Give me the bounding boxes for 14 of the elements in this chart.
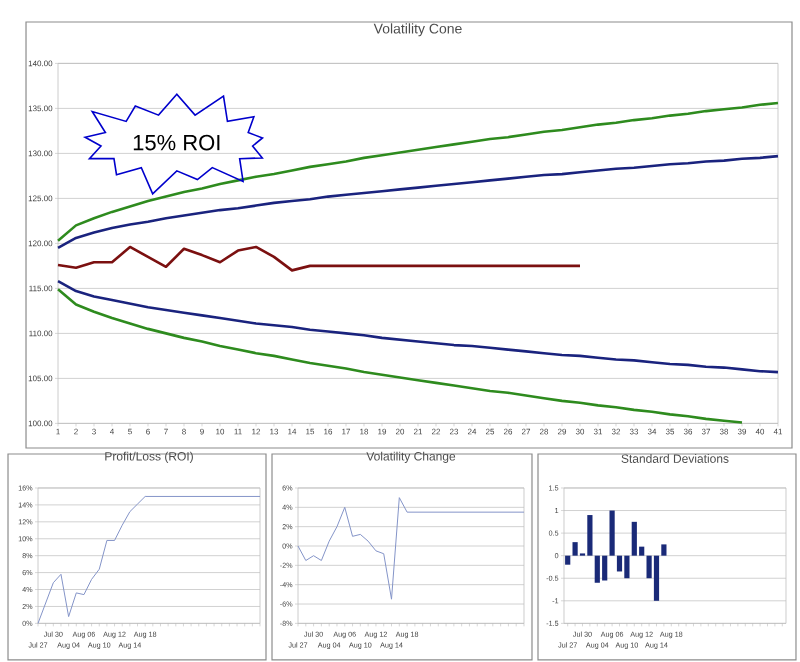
bar <box>587 515 593 556</box>
bar <box>594 555 600 583</box>
annotation: 15% ROI <box>133 134 220 151</box>
bar <box>609 510 615 556</box>
bar <box>624 555 630 579</box>
bar <box>616 555 623 572</box>
bar <box>661 544 667 556</box>
line-series <box>56 154 780 250</box>
bar <box>572 542 578 556</box>
bar <box>653 555 660 601</box>
bar <box>631 521 637 556</box>
line-series <box>56 287 744 424</box>
bar <box>602 555 608 581</box>
bar <box>565 555 571 565</box>
